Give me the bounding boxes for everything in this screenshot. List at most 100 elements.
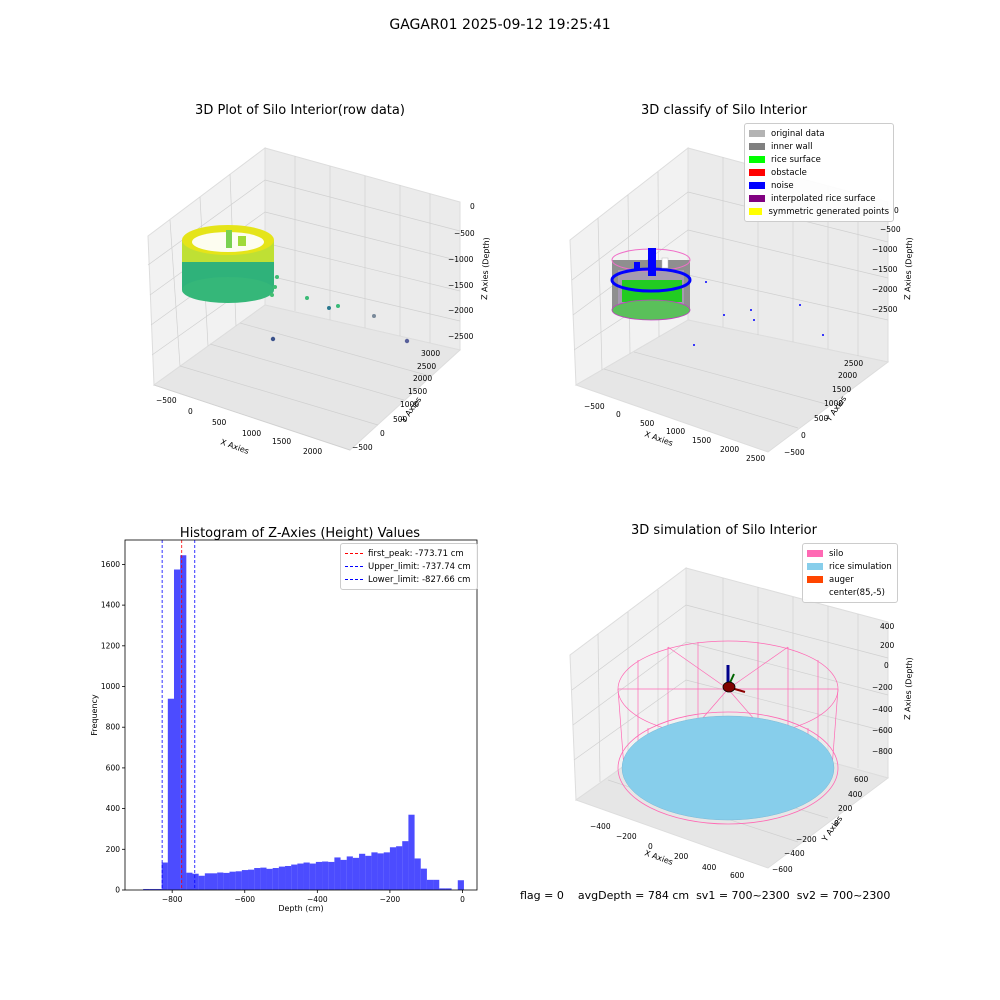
histogram-bar [217,872,224,890]
histogram-bar [173,569,181,890]
tick-label: 0 [894,206,899,215]
raw-zticks: 0 −500 −1000 −1500 −2000 −2500 [448,202,475,341]
classify-point-cloud [610,248,692,321]
sim-xlabel: X Axies [643,848,674,867]
tick-label: 200 [880,641,895,650]
histogram-bar [408,814,415,890]
x-tick-label: −600 [234,895,255,904]
legend-line-swatch [345,579,363,580]
tick-label: −2000 [872,285,898,294]
histogram-bar [402,841,409,890]
sim-yticks: −600 −400 −200 0 200 400 600 [772,775,869,874]
histogram-bar [334,857,341,890]
tick-label: 2500 [844,359,863,368]
histogram-bar [235,871,242,890]
tick-label: −500 [352,443,373,452]
raw-point-cloud [182,225,274,303]
legend-item: auger [807,573,893,586]
legend-label: Lower_limit: -827.66 cm [368,574,471,585]
tick-label: −500 [880,225,901,234]
tick-label: 200 [674,852,689,861]
legend-item: first_peak: -773.71 cm [345,547,473,560]
simulation-legend: silo rice simulation auger center(85,-5) [802,543,898,603]
histogram-bar [414,858,421,890]
plot-frame [124,539,478,891]
raw-xlabel: X Axies [219,437,250,456]
histogram-bar [248,869,255,890]
legend-line-swatch [345,566,363,567]
classify-plot-title: 3D classify of Silo Interior [640,103,808,118]
tick-label: −500 [784,448,805,457]
y-tick-label: 1000 [101,682,120,691]
legend-item: rice surface [749,153,889,166]
y-tick-label: 600 [106,763,121,772]
tick-label: 2000 [303,447,322,456]
classify-yticks: −500 0 500 1000 1500 2000 2500 [784,359,863,457]
histogram-bar [291,864,298,890]
histogram-bar [396,846,403,890]
histogram-chart: Histogram of Z-Axies (Height) Values −80… [90,526,478,913]
histogram-bar [155,888,162,890]
tick-label: −400 [872,705,893,714]
tick-label: 1000 [242,429,261,438]
legend-label: first_peak: -773.71 cm [368,548,464,559]
histogram-bar [352,857,360,890]
tick-label: 2500 [746,454,765,463]
y-tick-label: 200 [106,845,121,854]
legend-item: silo [807,547,893,560]
histogram-bar [377,853,384,890]
legend-item: Upper_limit: -737.74 cm [345,560,473,573]
tick-label: 1000 [400,400,419,409]
raw-xticks: −500 0 500 1000 1500 2000 [156,396,322,456]
histogram-bar [167,698,174,890]
tick-label: −200 [872,683,893,692]
tick-label: −1000 [872,245,898,254]
legend-label: Upper_limit: -737.74 cm [368,561,471,572]
tick-label: −400 [784,849,805,858]
sv1-text: sv1 = 700~2300 [696,889,790,902]
simulation-plot-title: 3D simulation of Silo Interior [631,523,817,538]
raw-scatter-points [270,275,410,344]
tick-label: 1500 [408,387,427,396]
tick-label: −200 [796,835,817,844]
y-tick-label: 1400 [101,601,120,610]
histogram-bar [346,856,353,890]
tick-label: −1500 [872,265,898,274]
sim-zticks: 400 200 0 −200 −400 −600 −800 [872,622,895,756]
tick-label: 500 [212,418,227,427]
histogram-bar [365,855,372,890]
histogram-bar [420,868,427,890]
histogram-bar [161,862,168,890]
histogram-bar [211,873,218,890]
sim-zlabel: Z Axies (Depth) [903,657,914,720]
histogram-bar [315,861,323,890]
tick-label: 400 [880,622,895,631]
histogram-bar [186,872,193,890]
tick-label: 1500 [832,385,851,394]
tick-label: −600 [772,865,793,874]
x-tick-label: 0 [460,895,465,904]
histogram-bar [328,861,335,890]
legend-item: obstacle [749,166,889,179]
raw-plot-title: 3D Plot of Silo Interior(row data) [195,103,405,118]
tick-label: 1500 [272,437,291,446]
tick-label: 0 [834,819,839,828]
sim-xticks: −400 −200 0 200 400 600 [590,822,745,880]
histogram-bar [297,863,304,890]
tick-label: 0 [884,661,889,670]
tick-label: 600 [854,775,869,784]
tick-label: −500 [156,396,177,405]
histogram-title: Histogram of Z-Axies (Height) Values [180,526,420,541]
legend-item: noise [749,179,889,192]
tick-label: −600 [872,726,893,735]
legend-item: original data [749,127,889,140]
tick-label: 2500 [417,362,436,371]
histogram-bar [143,888,150,890]
histogram-bar [272,868,279,890]
tick-label: 3000 [421,349,440,358]
histogram-bar [303,862,310,890]
tick-label: 2000 [720,445,739,454]
histogram-bar [204,873,212,890]
sv2-text: sv2 = 700~2300 [796,889,891,902]
raw-zlabel: Z Axies (Depth) [480,237,490,300]
